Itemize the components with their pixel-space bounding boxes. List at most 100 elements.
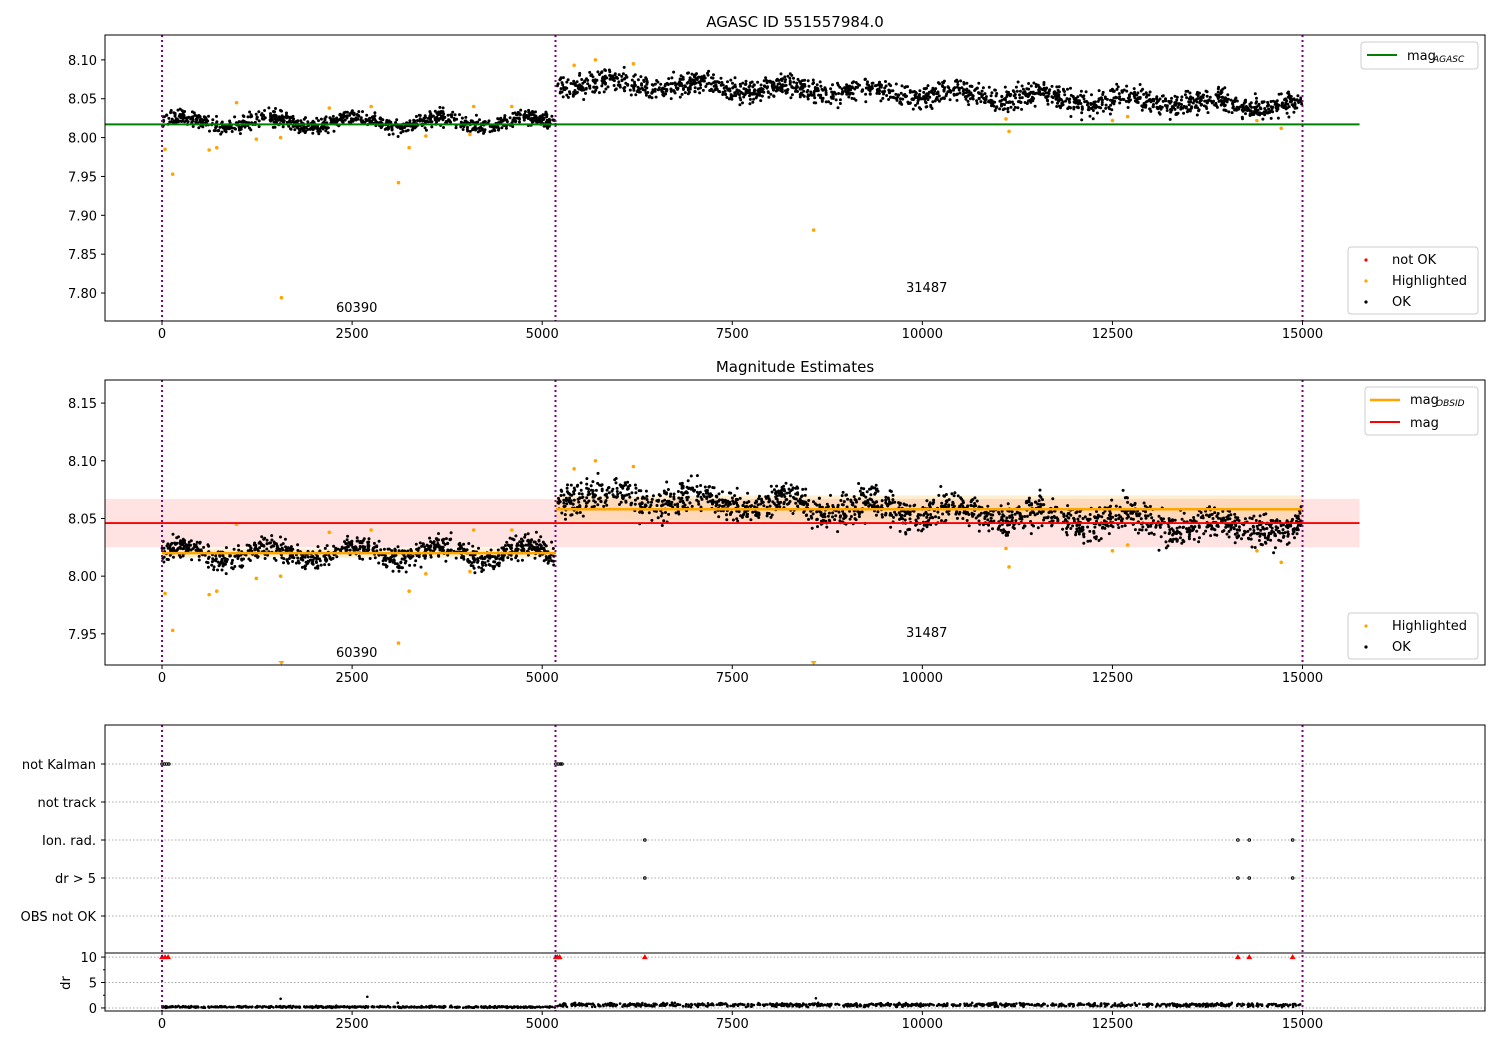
ok-point xyxy=(919,107,923,111)
ok-point xyxy=(616,492,620,496)
ok-point xyxy=(932,500,936,504)
ok-point xyxy=(527,547,531,551)
ok-point xyxy=(390,125,393,129)
ok-point xyxy=(481,568,485,572)
ok-point xyxy=(659,82,663,86)
ok-point xyxy=(804,514,808,517)
ok-point xyxy=(423,126,427,130)
ok-point xyxy=(898,529,902,533)
ok-point xyxy=(1223,519,1227,522)
ok-point xyxy=(424,116,427,119)
ok-point xyxy=(1286,102,1290,106)
ok-point xyxy=(1296,94,1300,98)
ok-point xyxy=(379,548,383,552)
ok-point xyxy=(1185,105,1188,109)
ok-point xyxy=(418,541,422,545)
ok-point xyxy=(1261,525,1265,529)
plot-area xyxy=(105,35,1485,321)
ok-point xyxy=(172,555,175,559)
ok-point xyxy=(416,549,420,552)
ok-point xyxy=(1281,101,1284,105)
ok-point xyxy=(1152,97,1156,101)
ok-point xyxy=(343,118,347,122)
ok-point xyxy=(563,513,567,517)
ok-point xyxy=(592,504,596,508)
ok-point xyxy=(1175,539,1179,543)
ok-point xyxy=(944,499,948,503)
ok-point xyxy=(898,101,902,105)
ok-point xyxy=(1102,519,1106,523)
ok-point xyxy=(1065,97,1069,101)
ok-point xyxy=(193,113,197,117)
ok-point xyxy=(404,559,408,563)
ok-point xyxy=(481,563,485,567)
ok-point xyxy=(397,564,401,568)
ok-point xyxy=(812,93,816,97)
ok-point xyxy=(995,105,999,109)
ok-point xyxy=(1000,95,1004,99)
ok-point xyxy=(300,565,304,569)
ok-point xyxy=(1229,527,1233,531)
ok-point xyxy=(1146,514,1150,518)
highlighted-point xyxy=(254,137,259,141)
ok-point xyxy=(381,559,385,563)
ok-point xyxy=(172,119,176,123)
ok-point xyxy=(1248,527,1252,531)
ok-point xyxy=(631,84,635,88)
ok-point xyxy=(1209,99,1213,103)
ok-point xyxy=(886,496,890,500)
ok-point xyxy=(534,530,538,534)
ok-point xyxy=(1085,517,1089,521)
ok-point xyxy=(952,88,955,92)
ok-point xyxy=(1188,91,1192,95)
ok-point xyxy=(941,505,945,509)
ok-point xyxy=(304,116,307,120)
ok-point xyxy=(724,93,728,97)
ok-point xyxy=(956,83,960,86)
ok-point xyxy=(1227,530,1231,533)
ok-point xyxy=(1189,100,1193,104)
ok-point xyxy=(497,553,501,557)
ok-point xyxy=(786,74,790,78)
ok-point xyxy=(462,547,466,551)
ok-point xyxy=(357,554,361,558)
ok-point xyxy=(668,494,672,498)
ok-point xyxy=(217,564,221,568)
ok-point xyxy=(935,92,939,96)
ok-point xyxy=(852,80,856,84)
ok-point xyxy=(1012,90,1016,94)
ok-point xyxy=(1033,500,1037,504)
ok-point xyxy=(1223,96,1227,100)
ok-point xyxy=(1126,106,1130,109)
ok-point xyxy=(417,113,421,117)
ok-point xyxy=(191,119,195,123)
ok-point xyxy=(460,116,464,120)
ok-point xyxy=(432,549,435,553)
ok-point xyxy=(170,117,174,121)
ok-point xyxy=(486,559,490,563)
ok-point xyxy=(914,90,918,94)
ok-point xyxy=(1205,94,1209,98)
ok-point xyxy=(1287,92,1291,96)
ok-point xyxy=(1075,524,1079,527)
ok-point xyxy=(840,87,844,91)
ok-point xyxy=(1125,496,1128,499)
ok-point xyxy=(1003,97,1007,100)
ok-point xyxy=(678,80,682,84)
ok-point xyxy=(726,80,729,84)
ok-point xyxy=(596,481,600,485)
ok-point xyxy=(207,544,211,548)
ok-point xyxy=(357,110,361,114)
ok-point xyxy=(831,511,835,515)
ok-point xyxy=(887,82,891,86)
ok-point xyxy=(1093,515,1097,519)
ok-point xyxy=(1001,531,1005,535)
ok-point xyxy=(1035,512,1039,516)
ok-point xyxy=(636,88,640,92)
ok-point xyxy=(843,89,847,92)
ok-point xyxy=(1081,517,1085,520)
ok-point xyxy=(845,493,848,497)
ok-point xyxy=(316,545,320,549)
ok-point xyxy=(581,81,585,85)
ok-point xyxy=(279,535,282,539)
